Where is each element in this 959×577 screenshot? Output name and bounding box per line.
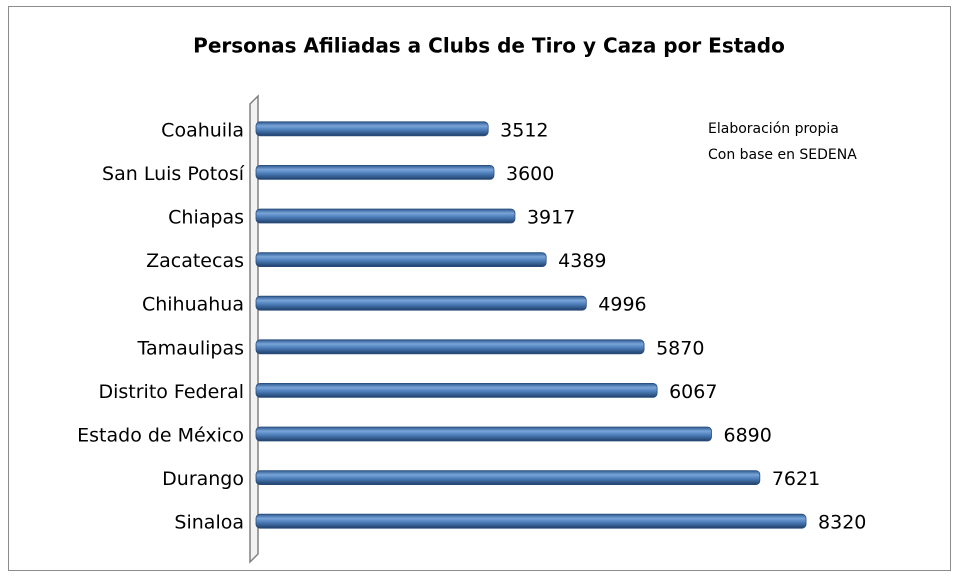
value-label: 6890 <box>724 425 772 447</box>
value-label: 3512 <box>500 119 548 141</box>
category-label: Distrito Federal <box>98 381 244 403</box>
axis-wall <box>249 94 259 564</box>
value-label: 4996 <box>598 294 646 316</box>
category-label: Chiapas <box>168 207 244 229</box>
value-label: 5870 <box>656 337 704 359</box>
category-label: Sinaloa <box>174 512 244 534</box>
bar <box>255 513 807 529</box>
value-label: 7621 <box>772 468 820 490</box>
bar <box>255 252 547 268</box>
category-label: Coahuila <box>161 119 244 141</box>
bar <box>255 295 587 311</box>
chart-title: Personas Afiliadas a Clubs de Tiro y Caz… <box>193 34 785 58</box>
bar <box>255 382 658 398</box>
bar <box>255 164 495 180</box>
bar <box>255 426 712 442</box>
bar <box>255 470 761 486</box>
bar <box>255 339 645 355</box>
value-label: 6067 <box>669 381 717 403</box>
category-label: Estado de México <box>77 425 244 447</box>
category-label: Chihuahua <box>142 294 244 316</box>
category-label: San Luis Potosí <box>102 163 245 185</box>
category-label: Tamaulipas <box>137 337 244 359</box>
category-label: Durango <box>162 468 244 490</box>
value-label: 8320 <box>818 512 866 534</box>
category-label: Zacatecas <box>146 250 244 272</box>
value-label: 3917 <box>527 207 575 229</box>
bar <box>255 208 516 224</box>
value-label: 3600 <box>506 163 554 185</box>
annotation: Elaboración propia <box>708 121 839 137</box>
bar <box>255 121 489 137</box>
annotation: Con base en SEDENA <box>708 147 857 163</box>
value-label: 4389 <box>558 250 606 272</box>
